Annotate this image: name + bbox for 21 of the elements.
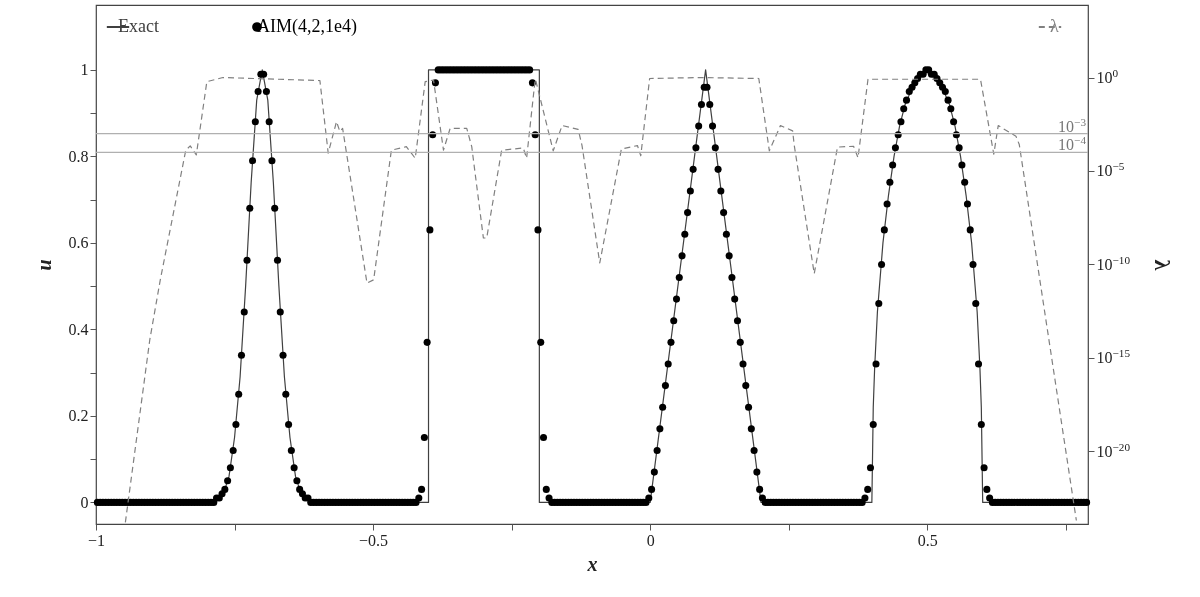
y-tick-label: 0.8 (68, 147, 89, 165)
ref-line-label: 10$^{−4}$ (1058, 134, 1087, 154)
x-axis-title: x (586, 552, 598, 575)
y-axis-title: u (32, 259, 55, 271)
y-tick-label: 0.2 (68, 407, 89, 425)
y2-axis-title: λ (1149, 259, 1175, 271)
y2-tick-label: 10$^{−10}$ (1096, 253, 1131, 273)
x-tick-label: −1 (87, 531, 106, 549)
x-tick-label: 0 (646, 531, 655, 549)
y2-tick-label: 10$^{−5}$ (1096, 160, 1125, 180)
y2-tick-label: 10$^{−20}$ (1096, 440, 1131, 460)
y2-tick-label: 10$^{0}$ (1096, 67, 1119, 87)
y-tick-label: 0.6 (68, 234, 89, 252)
y-tick-label: 1 (80, 61, 89, 79)
y2-tick-label: 10$^{−15}$ (1096, 347, 1131, 367)
x-tick-label: 0.5 (917, 531, 938, 549)
y-tick-label: 0.4 (68, 320, 89, 338)
x-tick-label: −0.5 (359, 531, 389, 549)
text: Exact (118, 16, 159, 36)
ref-line-label: 10$^{−3}$ (1058, 115, 1087, 135)
y-tick-label: 0 (80, 493, 89, 511)
